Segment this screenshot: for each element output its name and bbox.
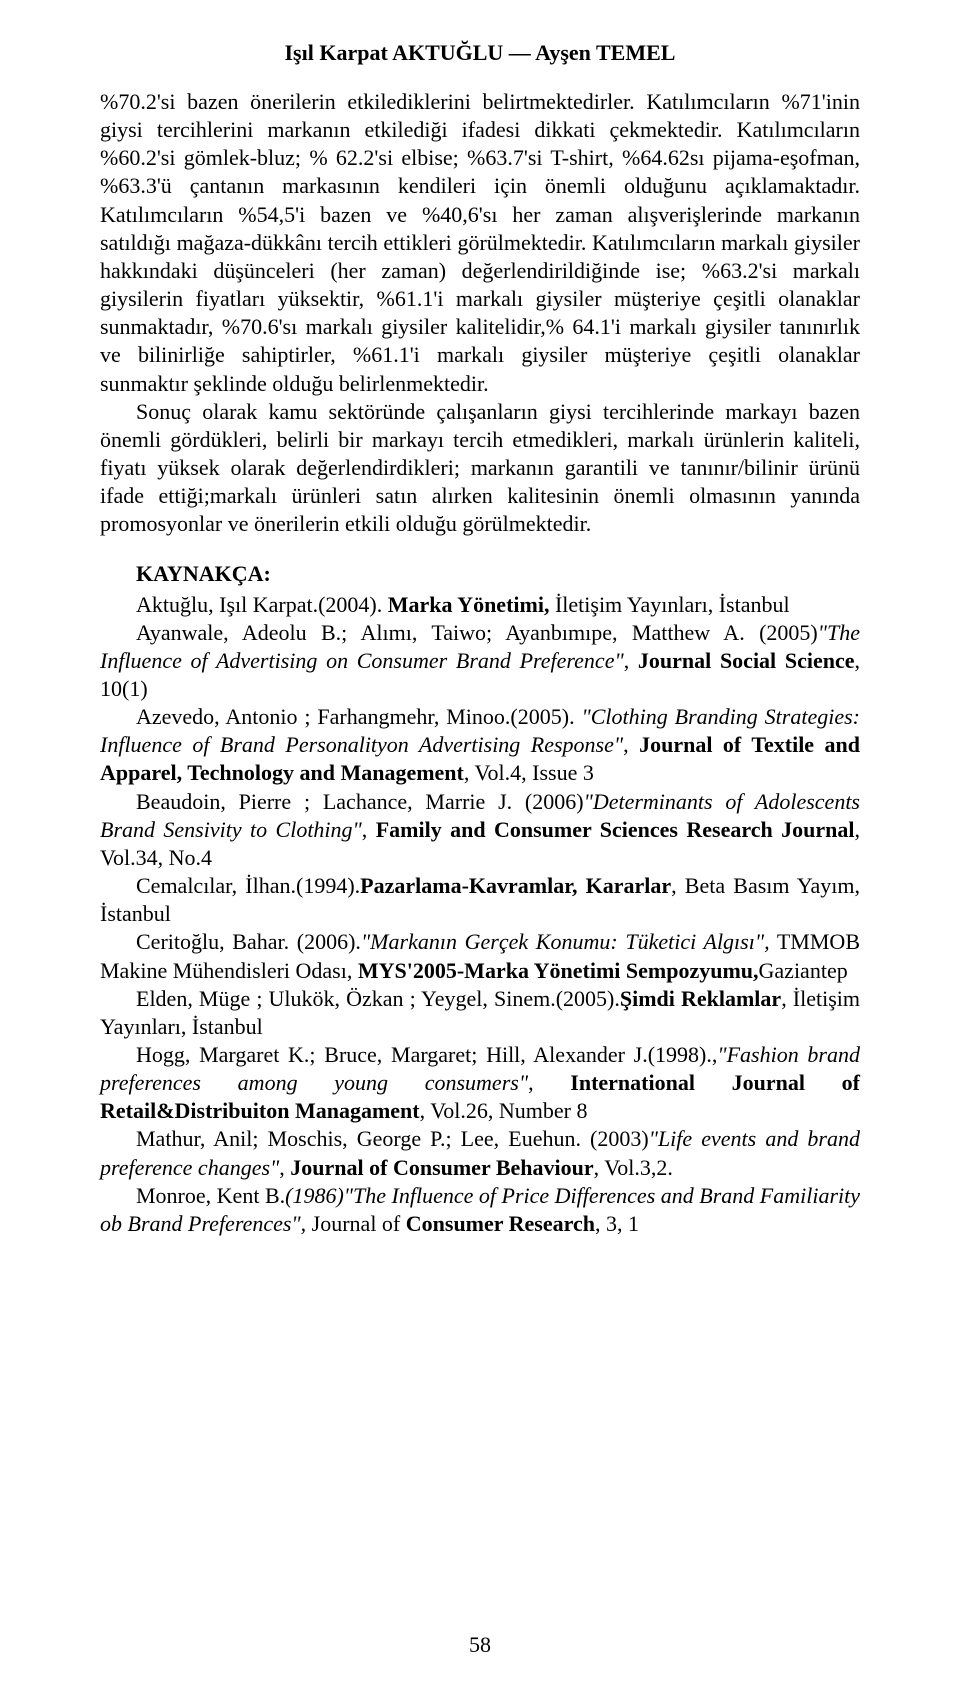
running-head: Işıl Karpat AKTUĞLU — Ayşen TEMEL bbox=[100, 40, 860, 66]
page-number: 58 bbox=[0, 1632, 960, 1658]
reference-item: Cemalcılar, İlhan.(1994).Pazarlama-Kavra… bbox=[100, 872, 860, 928]
reference-item: Ceritoğlu, Bahar. (2006)."Markanın Gerçe… bbox=[100, 928, 860, 984]
page-container: Işıl Karpat AKTUĞLU — Ayşen TEMEL %70.2'… bbox=[0, 0, 960, 1696]
reference-item: Monroe, Kent B.(1986)"The Influence of P… bbox=[100, 1182, 860, 1238]
kaynakca-heading: KAYNAKÇA: bbox=[100, 561, 860, 587]
reference-item: Beaudoin, Pierre ; Lachance, Marrie J. (… bbox=[100, 788, 860, 872]
body-text-block: %70.2'si bazen önerilerin etkilediklerin… bbox=[100, 88, 860, 539]
reference-item: Ayanwale, Adeolu B.; Alımı, Taiwo; Ayanb… bbox=[100, 619, 860, 703]
paragraph-1: %70.2'si bazen önerilerin etkilediklerin… bbox=[100, 88, 860, 398]
reference-item: Aktuğlu, Işıl Karpat.(2004). Marka Yönet… bbox=[100, 591, 860, 619]
paragraph-2: Sonuç olarak kamu sektöründe çalışanları… bbox=[100, 398, 860, 539]
reference-item: Azevedo, Antonio ; Farhangmehr, Minoo.(2… bbox=[100, 703, 860, 787]
references-block: Aktuğlu, Işıl Karpat.(2004). Marka Yönet… bbox=[100, 591, 860, 1239]
reference-item: Mathur, Anil; Moschis, George P.; Lee, E… bbox=[100, 1125, 860, 1181]
reference-item: Elden, Müge ; Ulukök, Özkan ; Yeygel, Si… bbox=[100, 985, 860, 1041]
reference-item: Hogg, Margaret K.; Bruce, Margaret; Hill… bbox=[100, 1041, 860, 1125]
